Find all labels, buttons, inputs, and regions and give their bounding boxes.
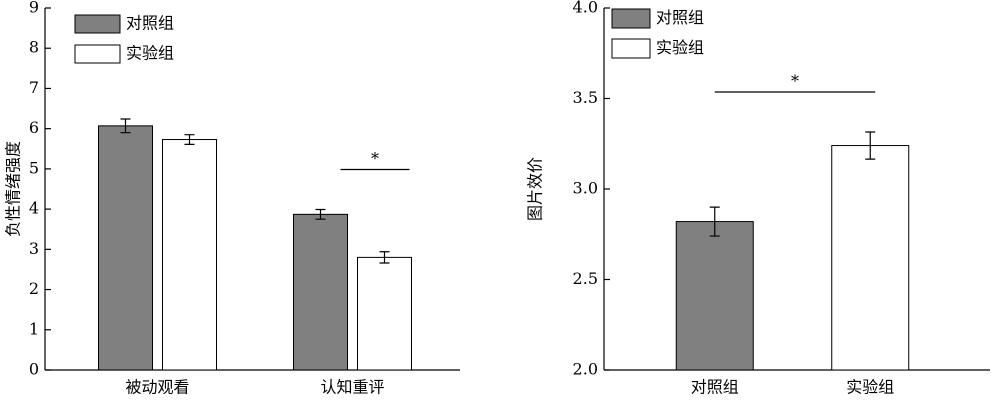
x-tick-label: 认知重评 (320, 378, 384, 397)
significance-label: * (371, 149, 379, 168)
y-tick-label: 3 (29, 239, 39, 258)
error-bar (315, 208, 326, 220)
y-tick-label: 1 (29, 319, 39, 338)
bar (162, 139, 217, 371)
y-tick-label: 8 (29, 38, 39, 57)
x-tick-label: 对照组 (691, 378, 739, 397)
legend-swatch (74, 14, 121, 34)
significance-label: * (791, 71, 799, 90)
error-bar (709, 206, 720, 237)
bar (831, 145, 910, 371)
y-tick-label: 2.5 (573, 269, 598, 288)
bar (98, 125, 153, 371)
error-bar (865, 131, 876, 160)
legend-label: 实验组 (656, 38, 704, 57)
legend-label: 对照组 (656, 8, 704, 27)
y-tick-label: 4.0 (573, 0, 598, 17)
y-tick-label: 0 (29, 360, 39, 379)
x-tick-label: 实验组 (846, 378, 894, 397)
bar (357, 256, 412, 371)
y-axis-label: 负性情绪强度 (4, 141, 23, 237)
bar (293, 213, 348, 371)
y-tick-label: 2.0 (573, 360, 598, 379)
legend-label: 对照组 (126, 14, 174, 33)
y-tick-label: 3.5 (573, 88, 598, 107)
legend-swatch (74, 44, 121, 64)
y-tick-label: 4 (29, 199, 39, 218)
y-tick-label: 2 (29, 279, 39, 298)
y-tick-label: 5 (29, 158, 39, 177)
y-tick-label: 3.0 (573, 179, 598, 198)
legend-label: 实验组 (126, 44, 174, 63)
error-bar (379, 251, 390, 264)
legend-swatch (611, 8, 651, 29)
error-bar (184, 134, 195, 145)
y-tick-label: 6 (29, 118, 39, 137)
y-tick-label: 9 (29, 0, 39, 17)
legend-swatch (611, 38, 651, 59)
y-axis-label: 图片效价 (526, 157, 545, 221)
y-tick-label: 7 (29, 78, 39, 97)
bar (675, 221, 754, 371)
error-bar (120, 118, 131, 134)
x-tick-label: 被动观看 (125, 378, 189, 397)
